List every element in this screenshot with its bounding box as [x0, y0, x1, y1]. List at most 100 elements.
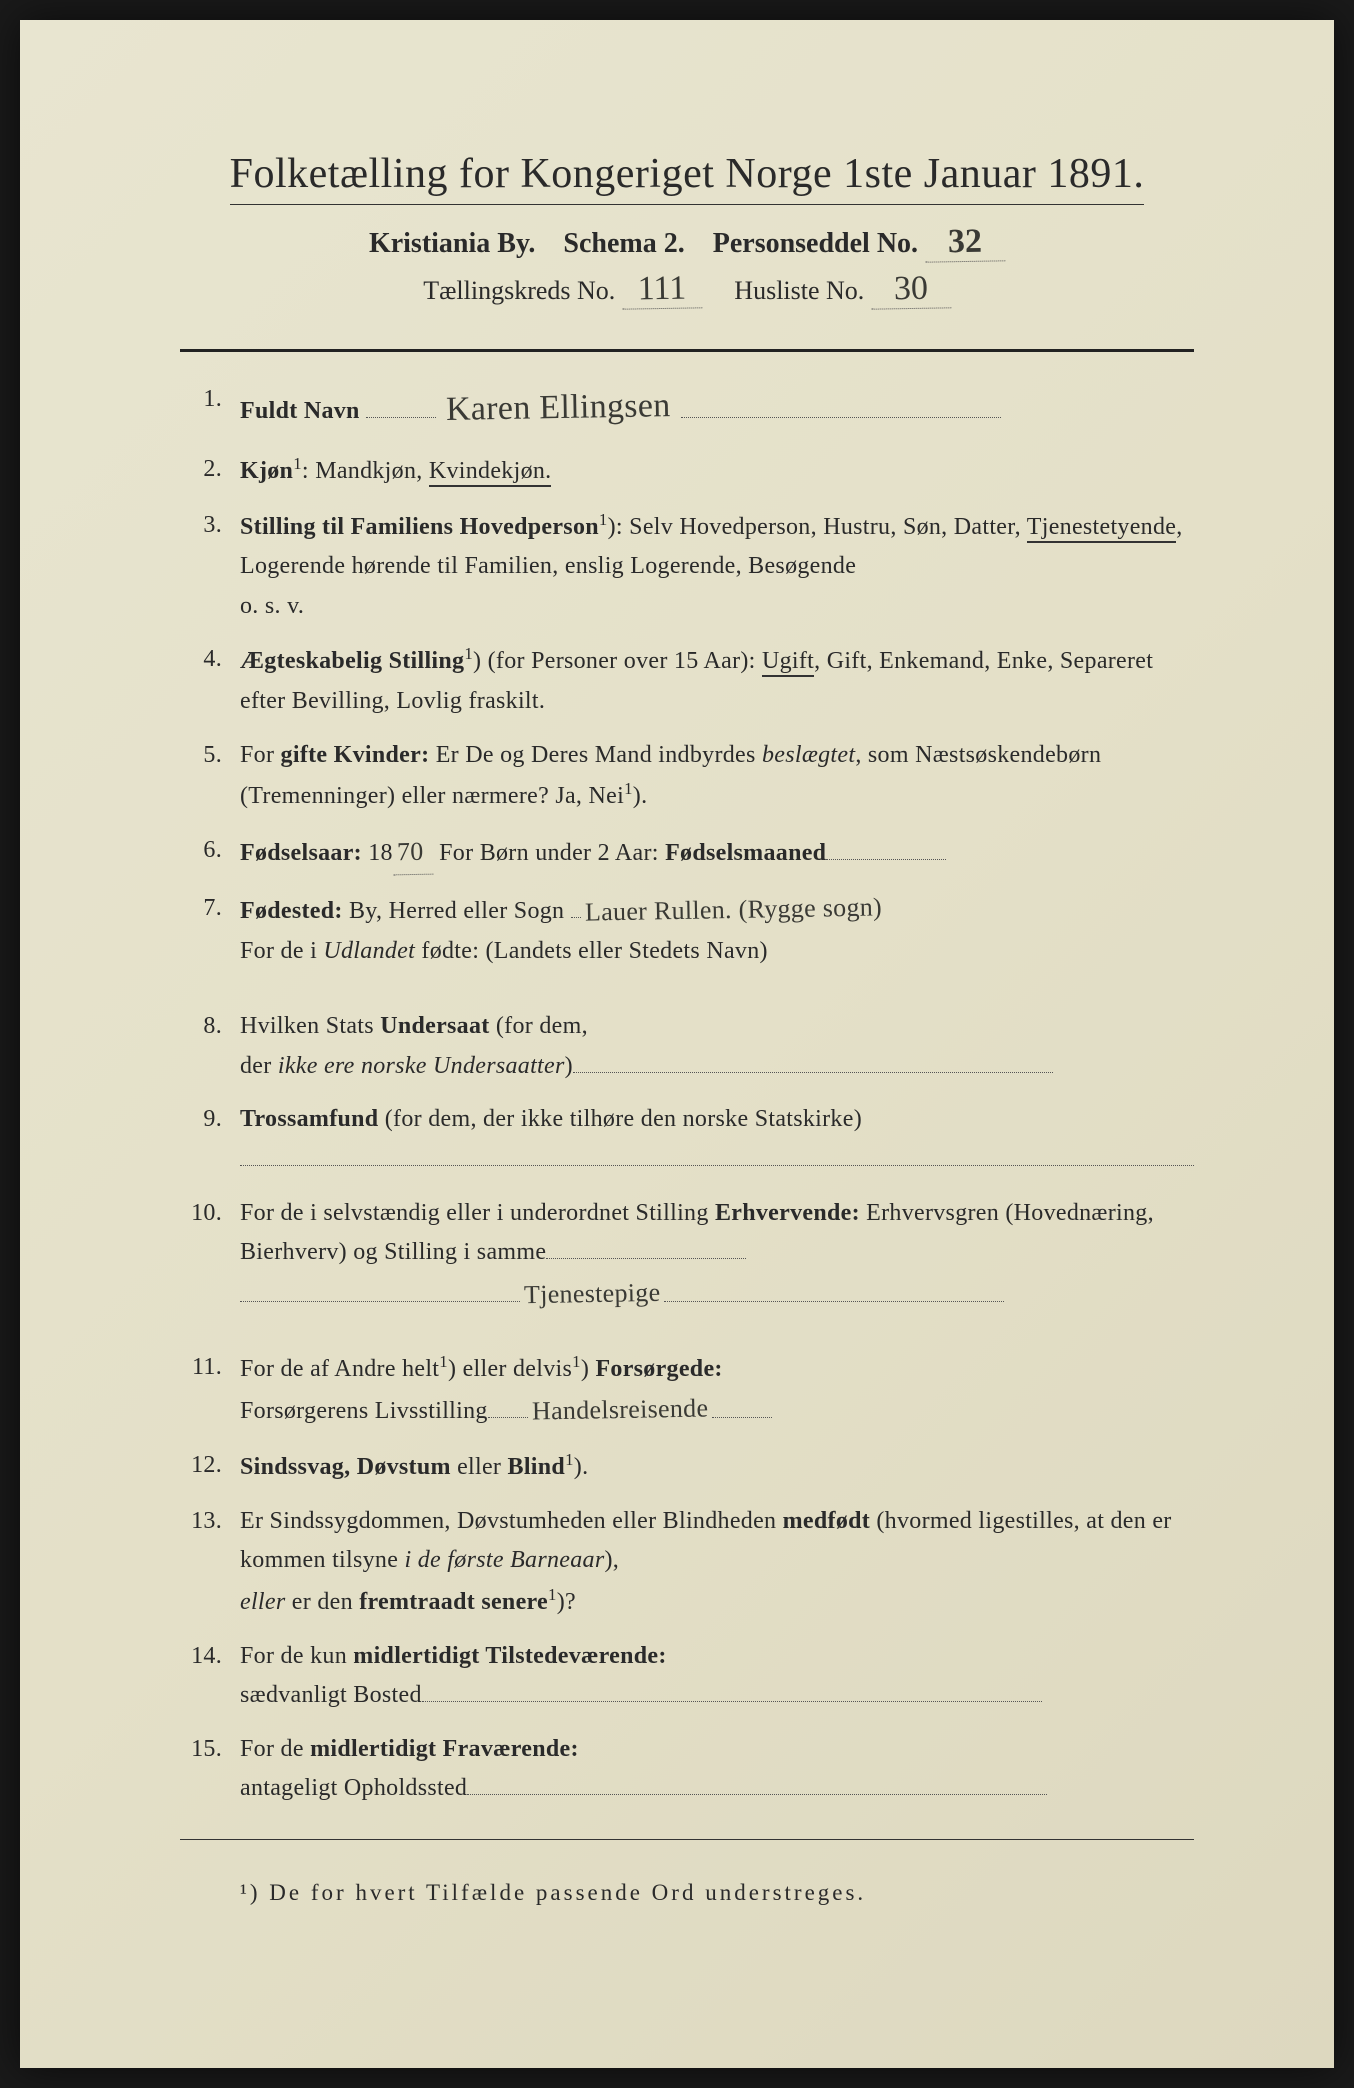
- entry-num: 10.: [180, 1194, 240, 1316]
- entry-body: Stilling til Familiens Hovedperson1): Se…: [240, 506, 1194, 627]
- entry-num: 8.: [180, 1007, 240, 1086]
- entry-num: 2.: [180, 450, 240, 492]
- entry-14: 14. For de kun midlertidigt Tilstedevære…: [180, 1637, 1194, 1716]
- entry-num: 6.: [180, 831, 240, 875]
- subtitle-line2: Tællingskreds No. 111 Husliste No. 30: [180, 270, 1194, 309]
- text: ) eller delvis: [448, 1356, 572, 1382]
- form-entries: 1. Fuldt Navn Karen Ellingsen 2. Kjøn1: …: [180, 380, 1194, 1809]
- text: ) (for Personer over 15 Aar):: [473, 648, 762, 674]
- text-italic2: eller: [240, 1589, 285, 1615]
- text: For de: [240, 1736, 310, 1762]
- year-prefix: 18: [362, 840, 393, 866]
- entry-9: 9. Trossamfund (for dem, der ikke tilhør…: [180, 1100, 1194, 1179]
- schema-label: Schema 2.: [563, 228, 684, 259]
- text: fødte: (Landets eller Stedets Navn): [415, 938, 768, 964]
- divider-top: [180, 349, 1194, 352]
- field-label: gifte Kvinder:: [281, 742, 430, 768]
- field-label: Erhvervende:: [715, 1200, 860, 1226]
- entry-num: 11.: [180, 1348, 240, 1432]
- text: der: [240, 1053, 278, 1079]
- entry-1: 1. Fuldt Navn Karen Ellingsen: [180, 380, 1194, 436]
- city-label: Kristiania By.: [369, 228, 535, 259]
- fodested-value: Lauer Rullen. (Rygge sogn): [580, 886, 886, 934]
- text: )?: [557, 1589, 576, 1615]
- entry-body: Sindssvag, Døvstum eller Blind1).: [240, 1446, 1194, 1488]
- forsorger-value: Handelsreisende: [527, 1388, 712, 1434]
- entry-num: 3.: [180, 506, 240, 627]
- text: Er Sindssygdommen, Døvstumheden eller Bl…: [240, 1508, 783, 1534]
- text-italic: beslægtet: [762, 742, 855, 768]
- entry-num: 14.: [180, 1637, 240, 1716]
- form-header: Folketælling for Kongeriget Norge 1ste J…: [180, 150, 1194, 309]
- personseddel-label: Personseddel No.: [713, 228, 918, 259]
- year-value: 70: [392, 830, 433, 875]
- entry-body: Fødested: By, Herred eller Sogn Lauer Ru…: [240, 889, 1194, 971]
- text: sædvanligt Bosted: [240, 1682, 422, 1708]
- entry-num: 12.: [180, 1446, 240, 1488]
- entry-body: Fødselsaar: 1870 For Børn under 2 Aar: F…: [240, 831, 1194, 875]
- personseddel-no: 32: [925, 222, 1006, 262]
- entry-num: 4.: [180, 640, 240, 721]
- entry-body: For de i selvstændig eller i underordnet…: [240, 1194, 1194, 1316]
- divider-bottom: [180, 1839, 1194, 1840]
- entry-15: 15. For de midlertidigt Fraværende: anta…: [180, 1730, 1194, 1809]
- text: By, Herred eller Sogn: [343, 898, 565, 924]
- entry-body: For gifte Kvinder: Er De og Deres Mand i…: [240, 736, 1194, 817]
- entry-6: 6. Fødselsaar: 1870 For Børn under 2 Aar…: [180, 831, 1194, 875]
- text: o. s. v.: [240, 587, 1194, 627]
- text: : Mandkjøn,: [302, 458, 429, 484]
- text: For de i selvstændig eller i underordnet…: [240, 1200, 715, 1226]
- text: Hvilken Stats: [240, 1013, 380, 1039]
- entry-num: 5.: [180, 736, 240, 817]
- entry-num: 7.: [180, 889, 240, 971]
- entry-body: Ægteskabelig Stilling1) (for Personer ov…: [240, 640, 1194, 721]
- text: antageligt Opholdssted: [240, 1775, 467, 1801]
- field-label: midlertidigt Tilstedeværende:: [353, 1643, 666, 1669]
- field-label: medfødt: [783, 1508, 870, 1534]
- text: (for dem,: [490, 1013, 588, 1039]
- entry-body: Hvilken Stats Undersaat (for dem, der ik…: [240, 1007, 1194, 1086]
- field-label: midlertidigt Fraværende:: [310, 1736, 579, 1762]
- text-italic: Udlandet: [323, 938, 415, 964]
- entry-num: 1.: [180, 380, 240, 436]
- field-label: Stilling til Familiens Hovedperson: [240, 514, 599, 540]
- erhverv-value: Tjenestepige: [520, 1272, 665, 1317]
- entry-3: 3. Stilling til Familiens Hovedperson1):…: [180, 506, 1194, 627]
- entry-num: 9.: [180, 1100, 240, 1179]
- selected-ugift: Ugift: [762, 648, 814, 677]
- text: Er De og Deres Mand indbyrdes: [429, 742, 762, 768]
- selected-kvindekjon: Kvindekjøn.: [429, 458, 552, 487]
- text: eller: [451, 1454, 508, 1480]
- entry-num: 15.: [180, 1730, 240, 1809]
- fuldt-navn-value: Karen Ellingsen: [442, 378, 675, 438]
- field-label: Forsørgede:: [595, 1356, 722, 1382]
- field-label2: Blind: [508, 1454, 566, 1480]
- text: For de kun: [240, 1643, 353, 1669]
- text: ): [565, 1053, 573, 1079]
- text: ).: [633, 783, 648, 809]
- entry-body: For de kun midlertidigt Tilstedeværende:…: [240, 1637, 1194, 1716]
- entry-13: 13. Er Sindssygdommen, Døvstumheden elle…: [180, 1502, 1194, 1623]
- field-label: Fødested:: [240, 898, 343, 924]
- field-label-prefix: For: [240, 742, 281, 768]
- taellingskreds-no: 111: [621, 269, 702, 309]
- husliste-label: Husliste No.: [734, 276, 864, 305]
- text: For de af Andre helt: [240, 1356, 439, 1382]
- text: ),: [604, 1547, 619, 1573]
- entry-12: 12. Sindssvag, Døvstum eller Blind1).: [180, 1446, 1194, 1488]
- census-form-page: Folketælling for Kongeriget Norge 1ste J…: [20, 20, 1334, 2068]
- entry-body: Er Sindssygdommen, Døvstumheden eller Bl…: [240, 1502, 1194, 1623]
- field-label: Kjøn: [240, 458, 293, 484]
- selected-tjenestetyende: Tjenestetyende: [1027, 514, 1176, 543]
- main-title: Folketælling for Kongeriget Norge 1ste J…: [230, 150, 1145, 205]
- entry-11: 11. For de af Andre helt1) eller delvis1…: [180, 1348, 1194, 1432]
- field-label: Sindssvag, Døvstum: [240, 1454, 451, 1480]
- entry-7: 7. Fødested: By, Herred eller Sogn Lauer…: [180, 889, 1194, 971]
- field-label: Fødselsaar:: [240, 840, 362, 866]
- text: ).: [574, 1454, 589, 1480]
- entry-4: 4. Ægteskabelig Stilling1) (for Personer…: [180, 640, 1194, 721]
- text: For de i: [240, 938, 323, 964]
- text: For Børn under 2 Aar:: [433, 840, 665, 866]
- taellingskreds-label: Tællingskreds No.: [423, 276, 615, 305]
- husliste-no: 30: [870, 269, 951, 309]
